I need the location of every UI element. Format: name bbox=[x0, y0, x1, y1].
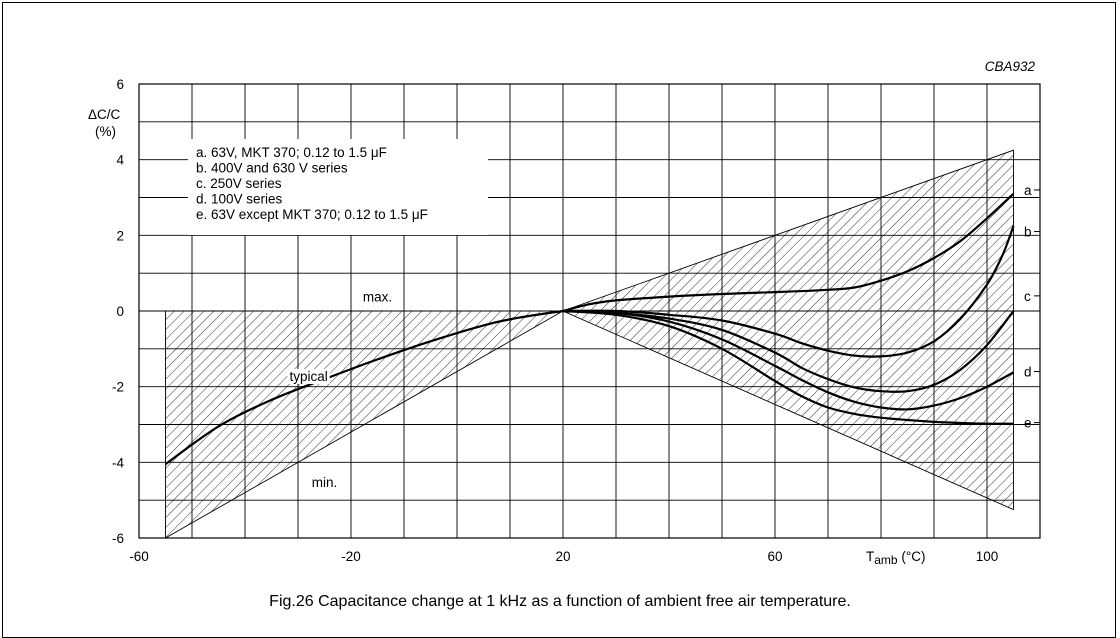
plot-area-border bbox=[138, 83, 1041, 539]
legend-entry: d. 100V series bbox=[196, 192, 283, 207]
y-tick-label: 6 bbox=[116, 77, 124, 92]
x-tick-label: 20 bbox=[555, 549, 570, 564]
chart-labels: CBA932 ΔC/C (%) Tamb (°C) a b c d e max. typic… bbox=[88, 59, 1040, 567]
annotation-label: typical bbox=[289, 369, 327, 384]
y-tick-label: 2 bbox=[116, 228, 124, 243]
legend-box bbox=[188, 139, 488, 235]
series-label-d: d bbox=[1024, 365, 1032, 380]
y-tick-label: -2 bbox=[112, 380, 124, 395]
y-tick-label: -6 bbox=[112, 531, 124, 546]
x-tick-label: 60 bbox=[767, 549, 782, 564]
y-axis-label-line2: (%) bbox=[95, 124, 116, 139]
series-curves bbox=[164, 192, 1015, 466]
x-tick-label: 100 bbox=[976, 549, 999, 564]
y-tick-label: 4 bbox=[116, 153, 124, 168]
series-line-a bbox=[562, 192, 1015, 313]
annotation-background bbox=[287, 368, 330, 384]
series-label-b: b bbox=[1024, 225, 1032, 240]
series-line-d bbox=[562, 309, 1015, 411]
series-line-typical bbox=[164, 309, 564, 466]
grid bbox=[138, 83, 1041, 539]
annotation-label: max. bbox=[363, 290, 392, 305]
legend-entry: c. 250V series bbox=[196, 176, 282, 191]
series-line-b bbox=[562, 225, 1015, 358]
annotation-label: min. bbox=[312, 475, 338, 490]
figure-code: CBA932 bbox=[985, 59, 1036, 74]
series-label-a: a bbox=[1024, 183, 1032, 198]
legend-entry: b. 400V and 630 V series bbox=[196, 161, 348, 176]
y-tick-label: -4 bbox=[112, 455, 124, 470]
legend: a. 63V, MKT 370; 0.12 to 1.5 μFb. 400V a… bbox=[196, 145, 428, 222]
legend-entry: e. 63V except MKT 370; 0.12 to 1.5 μF bbox=[196, 207, 428, 222]
x-axis-label: Tamb (°C) bbox=[866, 549, 925, 567]
tolerance-band-2 bbox=[561, 149, 1014, 511]
x-tick-label: -20 bbox=[341, 549, 361, 564]
y-tick-label: 0 bbox=[116, 304, 124, 319]
annotation-background bbox=[360, 289, 395, 305]
series-label-e: e bbox=[1024, 416, 1032, 431]
x-tick-label: -60 bbox=[129, 549, 149, 564]
series-label-c: c bbox=[1024, 289, 1031, 304]
annotation-background bbox=[309, 474, 340, 490]
series-line-c bbox=[562, 309, 1015, 393]
y-axis-label-line1: ΔC/C bbox=[88, 107, 121, 122]
legend-entry: a. 63V, MKT 370; 0.12 to 1.5 μF bbox=[196, 145, 387, 160]
figure-caption: Fig.26 Capacitance change at 1 kHz as a … bbox=[269, 593, 851, 610]
series-line-e bbox=[562, 309, 1014, 425]
